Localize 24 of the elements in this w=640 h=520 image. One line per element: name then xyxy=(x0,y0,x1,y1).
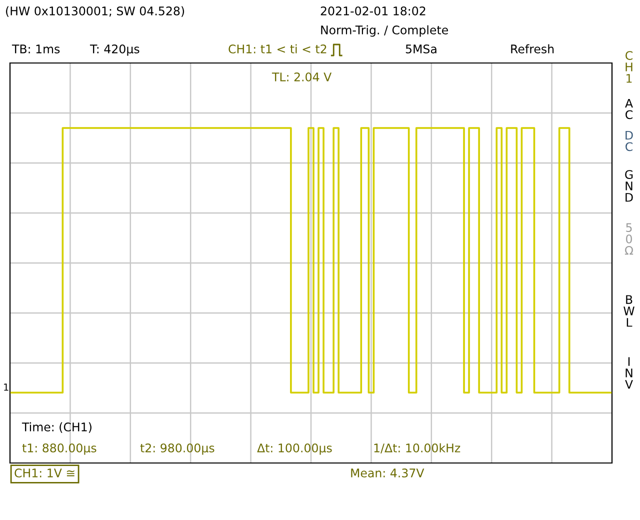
text: T: 420µs xyxy=(90,44,140,56)
text: DC xyxy=(626,130,633,152)
text: 1 xyxy=(4,384,8,391)
text: (HW 0x10130001; SW 04.528) xyxy=(6,6,184,17)
text: CH1: t1 < ti < t2 xyxy=(228,44,326,54)
text: 2021-02-01 18:02 xyxy=(320,6,426,16)
text: TB: 1ms xyxy=(12,44,60,54)
text: GND xyxy=(625,170,633,202)
text: 50Ω xyxy=(624,223,634,255)
annotation: t2: 980.00µs xyxy=(140,443,214,455)
text: TL: 2.04 V xyxy=(272,72,332,82)
annotation: Time: (CH1) xyxy=(22,422,92,433)
text: Refresh xyxy=(511,44,554,54)
annotation: 1/Δt: 10.00kHz xyxy=(374,443,460,454)
text: CH1: 1V ≅ xyxy=(14,468,74,478)
text: AC xyxy=(625,98,633,120)
text: INV xyxy=(625,357,633,389)
annotation: t1: 880.00µs xyxy=(22,443,96,455)
text: CH1 xyxy=(626,51,632,83)
text: Mean: 4.37V xyxy=(351,468,424,478)
text: 5MSa xyxy=(406,44,436,54)
text: Norm-Trig. / Complete xyxy=(321,25,448,37)
text: BWL xyxy=(624,295,634,327)
annotation: Δt: 100.00µs xyxy=(257,443,332,455)
